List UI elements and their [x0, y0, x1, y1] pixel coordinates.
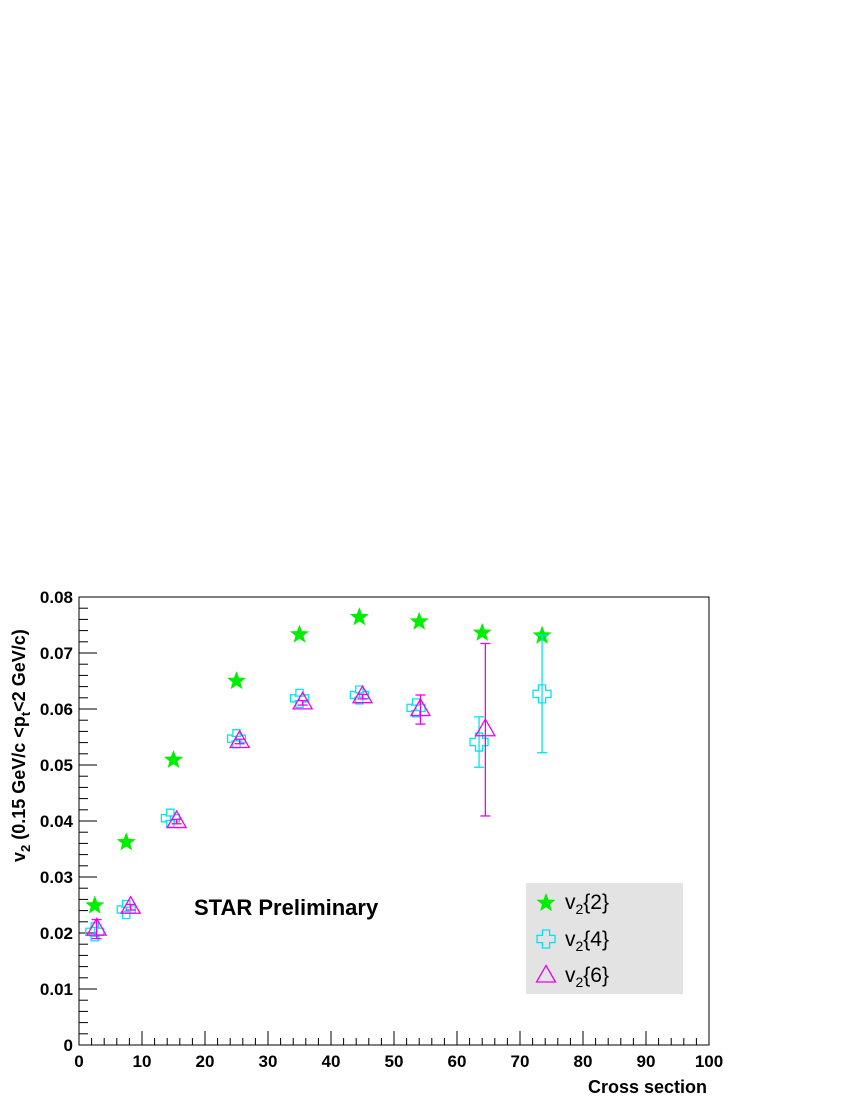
- data-point-triangle: [474, 717, 496, 737]
- x-tick-label: 10: [133, 1052, 152, 1071]
- x-tick-label: 70: [511, 1052, 530, 1071]
- y-tick-label: 0.07: [40, 644, 73, 663]
- x-tick-label: 60: [448, 1052, 467, 1071]
- legend-marker-triangle: [535, 964, 557, 983]
- legend-marker-star: [536, 893, 556, 912]
- legend-label-0: v2{2}: [565, 891, 609, 917]
- x-tick-label: 50: [385, 1052, 404, 1071]
- marks-layer: [85, 607, 552, 942]
- data-point-star: [349, 607, 369, 626]
- x-tick-label: 30: [259, 1052, 278, 1071]
- data-point-star: [289, 624, 310, 643]
- y-axis-title-main: v: [9, 852, 29, 862]
- y-axis-title-sub2: t: [18, 711, 33, 716]
- data-point-triangle: [351, 684, 374, 704]
- legend-label-1: v2{4}: [565, 928, 609, 954]
- x-tick-label: 100: [695, 1052, 723, 1071]
- data-point-star: [472, 622, 492, 641]
- data-point-triangle: [409, 697, 432, 717]
- data-point-star: [163, 749, 184, 769]
- y-tick-label: 0.08: [40, 588, 73, 607]
- x-tick-label: 80: [574, 1052, 593, 1071]
- data-point-star: [409, 611, 429, 630]
- y-tick-label: 0.04: [40, 812, 74, 831]
- x-tick-label: 0: [74, 1052, 83, 1071]
- y-tick-label: 0.01: [40, 980, 73, 999]
- data-point-cross: [532, 684, 552, 704]
- x-tick-label: 40: [322, 1052, 341, 1071]
- y-tick-label: 0: [64, 1036, 73, 1055]
- y-tick-label: 0.06: [40, 700, 73, 719]
- x-tick-label: 90: [637, 1052, 656, 1071]
- y-tick-label: 0.02: [40, 924, 73, 943]
- x-tick-label: 20: [196, 1052, 215, 1071]
- y-axis-title-sub: 2: [18, 845, 33, 852]
- axes-layer: 0 10 20 30 40 50 60 70 80 90 100 0 0.01 0.02 0.03 0.04 0…: [40, 588, 723, 1071]
- y-axis-title-mid: (0.15 GeV/c <p: [9, 716, 29, 845]
- legend-label-2: v2{6}: [565, 964, 609, 990]
- data-point-triangle: [166, 809, 188, 829]
- data-point-cross: [116, 899, 136, 920]
- data-point-triangle: [86, 917, 108, 936]
- data-point-cross: [349, 685, 369, 705]
- data-point-cross: [469, 732, 489, 752]
- y-axis-title: v2 (0.15 GeV/c <pt<2 GeV/c): [9, 629, 33, 862]
- data-point-triangle: [120, 895, 142, 914]
- data-point-triangle: [292, 691, 314, 710]
- data-point-triangle: [229, 729, 251, 749]
- data-point-cross: [406, 698, 426, 718]
- y-tick-label: 0.03: [40, 868, 73, 887]
- data-point-cross: [85, 922, 105, 942]
- data-point-star: [85, 895, 105, 914]
- y-axis-title-end: <2 GeV/c): [9, 629, 29, 712]
- legend-markers: [535, 893, 557, 983]
- legend: v2{2} v2{4} v2{6}: [526, 883, 683, 994]
- data-point-cross: [289, 688, 310, 709]
- legend-marker-cross: [536, 929, 556, 949]
- data-point-star: [116, 832, 136, 851]
- svg-text:v2 (0.15 GeV/c <pt<2 GeV/c): v2 (0.15 GeV/c <pt<2 GeV/c): [9, 629, 33, 862]
- data-point-star: [226, 671, 247, 690]
- annotation-text: STAR Preliminary: [194, 895, 379, 920]
- x-axis-title: Cross section: [588, 1077, 707, 1097]
- y-tick-label: 0.05: [40, 756, 73, 775]
